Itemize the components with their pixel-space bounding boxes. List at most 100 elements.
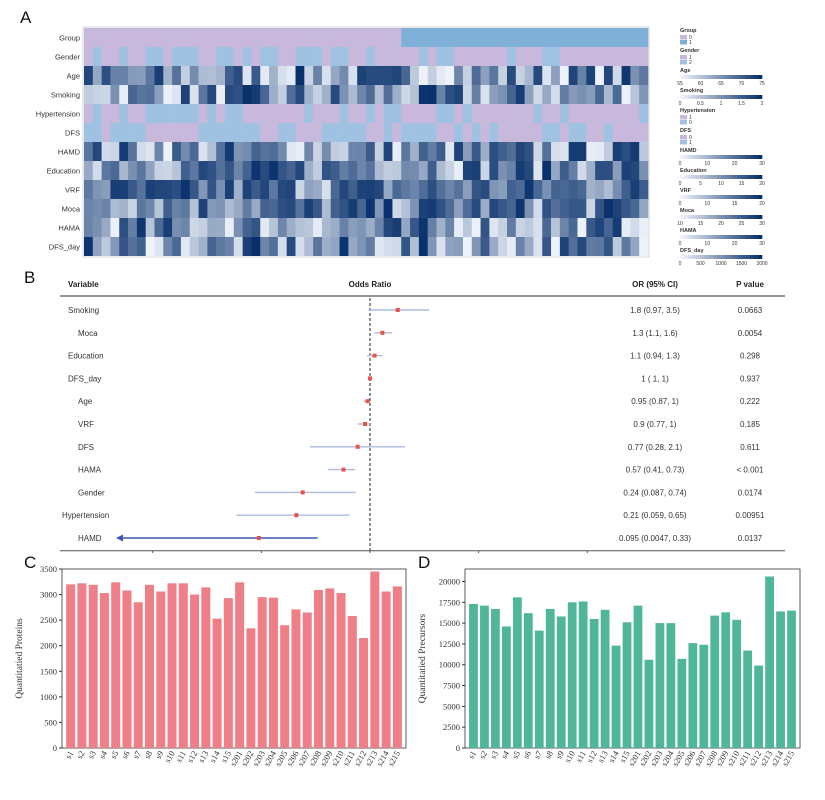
heatmap-cell xyxy=(427,28,437,47)
heatmap-cell xyxy=(207,180,217,199)
heatmap-cell xyxy=(198,123,208,142)
heatmap-cell xyxy=(321,47,332,66)
heatmap-legend-title: Gender xyxy=(680,48,700,54)
heatmap-cell xyxy=(101,47,111,66)
heatmap-cell xyxy=(357,123,367,142)
heatmap-cell xyxy=(163,66,173,85)
heatmap-legend-gradient xyxy=(733,155,738,159)
heatmap-cell xyxy=(621,161,631,180)
heatmap-legend-gradient xyxy=(696,75,701,79)
heatmap-cell xyxy=(383,123,393,142)
heatmap-cell xyxy=(339,180,349,199)
heatmap-cell xyxy=(321,28,332,47)
heatmap-cell xyxy=(374,218,384,237)
heatmap-cell xyxy=(410,123,420,142)
heatmap-cell xyxy=(251,28,261,47)
heatmap-cell xyxy=(568,47,578,66)
forest-point xyxy=(300,490,305,495)
heatmap-legend-gradient xyxy=(753,155,759,159)
heatmap-legend-item: 0 xyxy=(689,120,692,126)
heatmap-cell xyxy=(172,218,182,237)
heatmap-cell xyxy=(383,104,393,123)
proteins-bar xyxy=(246,628,256,748)
heatmap-legend-tick: 25 xyxy=(739,221,745,227)
heatmap-cell xyxy=(128,237,138,256)
heatmap-cell xyxy=(454,180,464,199)
heatmap-cell xyxy=(313,66,323,85)
heatmap-cell xyxy=(101,28,111,47)
heatmap-cell xyxy=(313,161,323,180)
heatmap-cell xyxy=(251,142,261,161)
heatmap-cell xyxy=(145,28,155,47)
heatmap-legend-gradient xyxy=(737,155,742,159)
heatmap-cell xyxy=(180,218,191,237)
panel-label-d: D xyxy=(418,553,431,572)
heatmap-cell xyxy=(110,142,120,161)
heatmap-cell xyxy=(603,66,614,85)
heatmap-cell xyxy=(216,142,226,161)
heatmap-legend-gradient xyxy=(741,195,746,199)
heatmap-cell xyxy=(489,218,499,237)
heatmap-cell xyxy=(603,237,614,256)
heatmap-cell xyxy=(603,161,614,180)
heatmap-cell xyxy=(515,180,525,199)
heatmap-cell xyxy=(551,142,561,161)
heatmap-cell xyxy=(295,142,305,161)
heatmap-cell xyxy=(612,199,622,218)
heatmap-cell xyxy=(260,123,270,142)
heatmap-legend-gradient xyxy=(753,255,759,259)
heatmap-cell xyxy=(145,218,155,237)
proteins-bar xyxy=(268,597,278,748)
heatmap-legend-gradient xyxy=(753,175,759,179)
heatmap-cell xyxy=(603,180,614,199)
proteins-bar xyxy=(235,582,245,748)
heatmap-cell xyxy=(480,47,490,66)
heatmap-cell xyxy=(586,142,596,161)
heatmap-cell xyxy=(401,237,411,256)
heatmap-cell xyxy=(498,28,508,47)
heatmap-cell xyxy=(427,123,437,142)
heatmap-cell xyxy=(366,199,376,218)
heatmap-cell xyxy=(383,142,393,161)
heatmap-legend-gradient xyxy=(733,75,738,79)
heatmap-cell xyxy=(225,66,235,85)
heatmap-legend-title: Group xyxy=(680,28,697,34)
heatmap-cell xyxy=(251,180,261,199)
heatmap-cell xyxy=(313,104,323,123)
heatmap-cell xyxy=(295,237,305,256)
heatmap-cell xyxy=(154,237,164,256)
heatmap-legend-gradient xyxy=(753,215,759,219)
heatmap-legend-tick: 1500 xyxy=(736,261,747,267)
heatmap-cell xyxy=(595,28,605,47)
heatmap-cell xyxy=(551,47,561,66)
heatmap-cell xyxy=(630,161,640,180)
heatmap-cell xyxy=(330,47,340,66)
heatmap-legend-gradient xyxy=(696,255,701,259)
heatmap-cell xyxy=(462,218,473,237)
heatmap-cell xyxy=(427,47,437,66)
heatmap-cell xyxy=(260,104,270,123)
heatmap-cell xyxy=(339,47,349,66)
heatmap-legend-tick: 1000 xyxy=(715,261,726,267)
heatmap-legend-gradient xyxy=(733,255,738,259)
heatmap-cell xyxy=(180,142,191,161)
heatmap-cell xyxy=(366,180,376,199)
heatmap-cell xyxy=(172,142,182,161)
proteins-y-tick-label: 3500 xyxy=(40,564,57,574)
heatmap-cell xyxy=(595,161,605,180)
heatmap-cell xyxy=(189,28,199,47)
heatmap-cell xyxy=(418,28,428,47)
heatmap-cell xyxy=(330,180,340,199)
forest-variable-label: Smoking xyxy=(68,306,99,315)
heatmap-cell xyxy=(639,47,649,66)
heatmap-cell xyxy=(454,199,464,218)
heatmap-cell xyxy=(471,66,481,85)
heatmap-legend-gradient xyxy=(749,235,755,239)
heatmap-cell xyxy=(198,237,208,256)
forest-header-or: Odds Ratio xyxy=(349,280,392,289)
heatmap-cell xyxy=(621,237,631,256)
heatmap-cell xyxy=(277,66,287,85)
heatmap-row-label: HAMD xyxy=(58,148,81,157)
heatmap-cell xyxy=(568,28,578,47)
heatmap-cell xyxy=(454,237,464,256)
